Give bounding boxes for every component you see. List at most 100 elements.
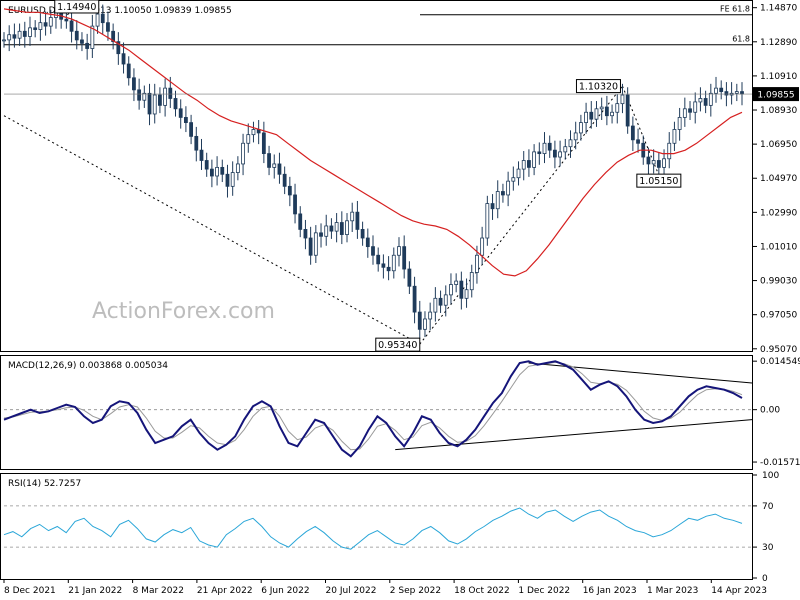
candle-body (246, 134, 251, 144)
x-tick-label: 16 Jan 2023 (583, 586, 637, 596)
candle-body (100, 13, 105, 24)
candle-body (48, 17, 53, 27)
macd-panel-frame (0, 355, 753, 470)
candle-body (620, 94, 625, 105)
candle-body (719, 87, 724, 92)
candle-body (293, 194, 297, 215)
candle-body (698, 98, 703, 103)
price-label-text: 1.05150 (639, 176, 678, 187)
candle-body (152, 94, 157, 115)
price-annotation-labels: 1.14940 1.10320 1.05150 0.95340 (54, 0, 682, 352)
candle-body (178, 108, 183, 118)
candle-body (74, 30, 79, 41)
price-trendline (3, 115, 421, 345)
x-tick-label: 1 Mar 2023 (647, 586, 698, 596)
price-label-text: 1.10320 (579, 82, 618, 93)
candle-body (397, 246, 401, 256)
candle-body (464, 289, 469, 299)
candle-body (142, 92, 147, 101)
price-trendline (419, 85, 623, 345)
candle-body (604, 106, 609, 117)
candle-body (194, 135, 199, 151)
macd-trendline (528, 362, 753, 384)
candle-body (204, 160, 209, 170)
x-tick-label: 8 Mar 2022 (133, 586, 184, 596)
candle-body (106, 22, 110, 32)
candle-body (365, 237, 370, 248)
price-tick-label: 0.97050 (760, 311, 797, 321)
candle-body (423, 318, 427, 330)
candle-body (267, 153, 271, 168)
candle-body (667, 142, 672, 160)
candle-body (615, 103, 620, 113)
candle-body (584, 111, 588, 123)
candle-body (662, 158, 666, 168)
candle-body (12, 34, 17, 39)
candle-body (714, 87, 718, 94)
candle-body (734, 91, 739, 94)
rsi-tick-label: 30 (762, 543, 774, 553)
candle-body (449, 284, 453, 296)
candle-body (111, 30, 116, 43)
price-tick-label: 1.02990 (760, 208, 797, 218)
candle-body (438, 297, 443, 306)
candle-body (459, 280, 464, 299)
candle-body (542, 142, 547, 155)
candle-body (7, 34, 12, 41)
candle-body (495, 191, 500, 210)
candle-body (371, 246, 375, 256)
candle-body (703, 98, 708, 106)
x-tick-label: 6 Jun 2022 (261, 586, 309, 596)
candle-body (594, 108, 599, 120)
candle-body (391, 254, 396, 272)
x-tick-label: 2 Sep 2022 (390, 586, 441, 596)
candle-body (688, 108, 692, 113)
candle-body (43, 22, 48, 27)
candle-body (527, 160, 531, 168)
candle-body (225, 173, 230, 187)
candle-body (38, 22, 43, 30)
candle-body (360, 229, 365, 239)
candle-body (277, 163, 282, 175)
candle-body (251, 129, 256, 136)
candle-body (184, 117, 188, 123)
price-candles (2, 1, 744, 339)
x-axis: 8 Dec 2021 21 Jan 2022 8 Mar 2022 21 Apr 20… (3, 579, 767, 596)
candle-body (121, 53, 126, 65)
price-label-text: 0.95340 (378, 340, 417, 351)
macd-tick-label: 0.014549 (760, 357, 800, 367)
rsi-line (3, 507, 743, 550)
candle-body (521, 160, 526, 170)
candle-body (17, 30, 22, 39)
candle-body (313, 232, 318, 256)
candle-body (480, 237, 485, 256)
candle-body (589, 111, 594, 120)
candle-body (199, 149, 204, 161)
candle-body (630, 125, 635, 141)
candle-body (553, 149, 557, 158)
rsi-tick-label: 70 (762, 502, 774, 512)
price-label-box (575, 79, 621, 94)
candle-body (417, 311, 422, 330)
candle-body (355, 211, 360, 230)
candle-body (511, 177, 516, 182)
candle-body (402, 246, 407, 270)
candle-body (215, 166, 219, 177)
price-tick-label: 1.10910 (760, 72, 797, 82)
candle-body (235, 163, 240, 173)
candle-body (303, 229, 308, 239)
candle-body (740, 91, 744, 95)
candle-body (516, 168, 521, 179)
candle-body (469, 272, 474, 291)
macd-panel-title: MACD(12,26,9) 0.003868 0.005034 (8, 361, 168, 371)
candle-body (241, 142, 245, 165)
candle-body (677, 117, 682, 130)
price-tick-label: 1.01010 (760, 242, 797, 252)
x-tick-label: 21 Apr 2022 (197, 586, 253, 596)
candle-body (64, 18, 69, 22)
candle-body (376, 254, 381, 265)
x-tick-label: 18 Oct 2022 (454, 586, 510, 596)
candle-body (90, 25, 95, 49)
candle-body (272, 163, 277, 168)
candle-body (490, 203, 495, 210)
